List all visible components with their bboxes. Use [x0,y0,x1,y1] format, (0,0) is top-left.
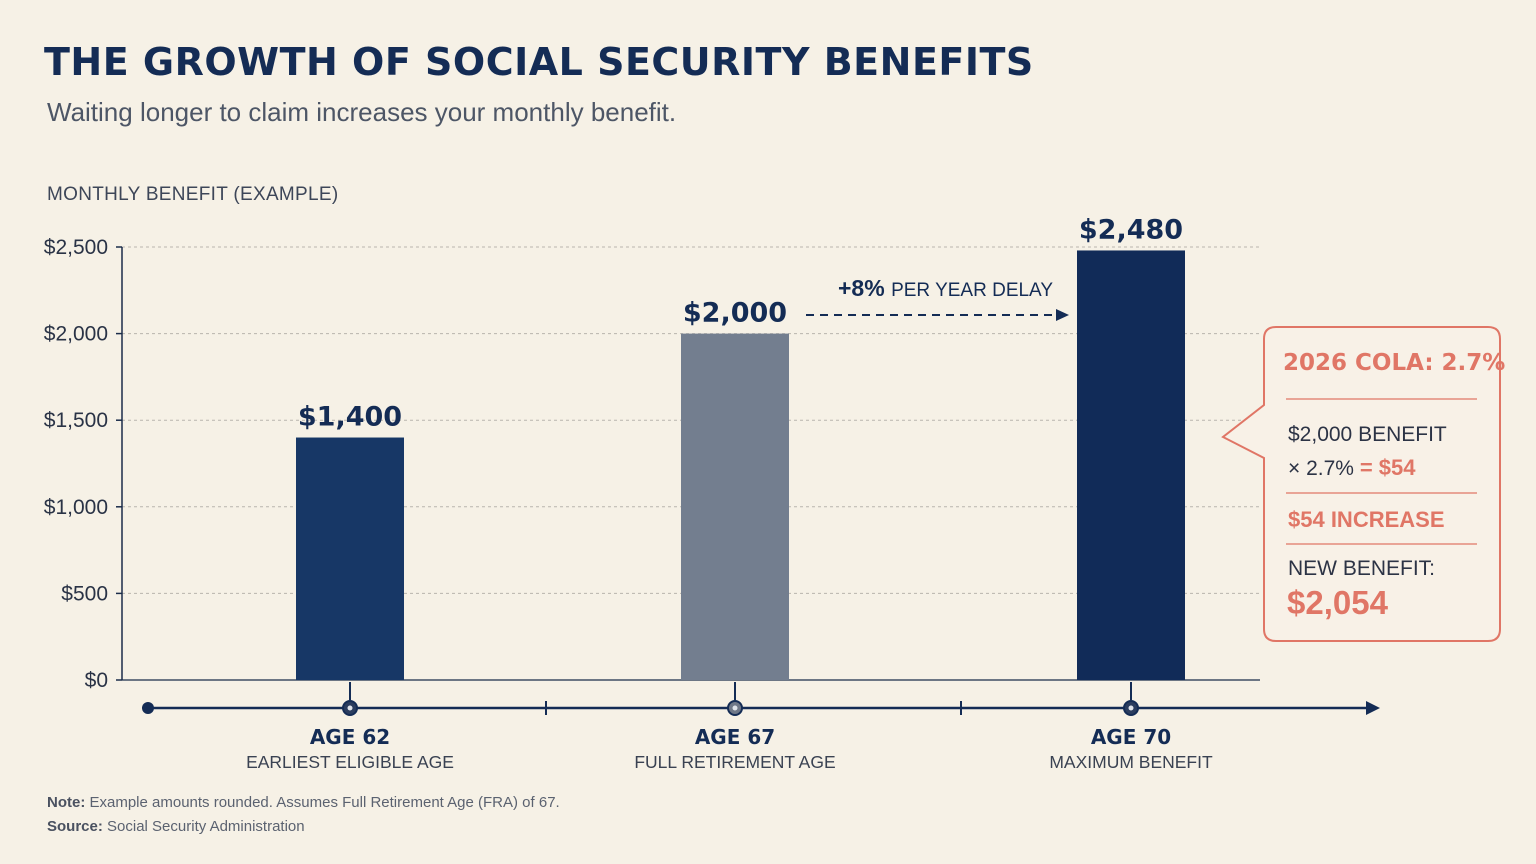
y-tick-label: $500 [61,582,108,605]
source-line: Source: Social Security Administration [47,818,305,835]
growth-annotation-text: +8% PER YEAR DELAY [838,275,1053,301]
callout-title: 2026 COLA: 2.7% [1283,350,1506,376]
growth-rate: +8% [838,275,891,301]
callout-new-benefit-label: NEW BENEFIT: [1288,557,1436,580]
y-tick-label: $1,000 [44,496,108,519]
bar-value-label: $2,000 [683,298,787,329]
timeline-arrow-head [1366,701,1380,715]
note-text: Example amounts rounded. Assumes Full Re… [85,794,560,811]
cola-callout-box [1221,326,1501,642]
note-label: Note: [47,794,86,811]
callout-result: = $54 [1359,455,1416,480]
footnote: Note: Example amounts rounded. Assumes F… [47,794,560,811]
age-label: AGE 62 [310,725,390,749]
callout-calculation-line: × 2.7% = $54 [1288,455,1415,481]
callout-benefit-line: $2,000 BENEFIT [1288,423,1447,446]
age-sublabel: FULL RETIREMENT AGE [634,752,835,772]
bar-age-62 [296,437,404,680]
age-label: AGE 70 [1091,725,1171,749]
callout-frame [1221,326,1501,642]
bar-value-label: $1,400 [298,402,402,433]
y-tick-label: $2,500 [44,236,108,259]
callout-increase: $54 INCREASE [1288,507,1445,532]
callout-multiplier: × 2.7% [1288,457,1360,480]
data-labels: $1,400 $2,000 $2,480 [298,214,1183,432]
age-sublabel: EARLIEST ELIGIBLE AGE [246,752,454,772]
age-sublabel: MAXIMUM BENEFIT [1049,752,1213,772]
bar-age-67 [681,333,789,680]
gridlines [122,246,1260,594]
growth-rate-label: PER YEAR DELAY [891,280,1053,301]
y-axis-label: MONTHLY BENEFIT (EXAMPLE) [47,184,339,205]
age-timeline: AGE 62 EARLIEST ELIGIBLE AGE AGE 67 FULL RE… [142,682,1380,772]
y-tick-label: $2,000 [44,323,108,346]
growth-annotation: +8% PER YEAR DELAY [806,275,1069,321]
page-subtitle: Waiting longer to claim increases your m… [47,97,677,127]
age-label: AGE 67 [695,725,775,749]
timeline-start-dot [142,702,154,714]
source-text: Social Security Administration [102,818,305,835]
bar-age-70 [1077,250,1185,681]
page-title: THE GROWTH OF SOCIAL SECURITY BENEFITS [44,40,1034,84]
timeline-marker-center [1128,705,1134,711]
callout-new-benefit-value: $2,054 [1287,584,1388,621]
timeline-marker-center [347,705,353,711]
bars [296,250,1185,681]
growth-arrow-head [1056,309,1069,321]
source-label: Source: [47,818,103,835]
bar-value-label: $2,480 [1079,214,1183,245]
y-tick-label: $1,500 [44,409,108,432]
y-tick-label: $0 [85,669,108,692]
timeline-marker-center [732,705,738,711]
